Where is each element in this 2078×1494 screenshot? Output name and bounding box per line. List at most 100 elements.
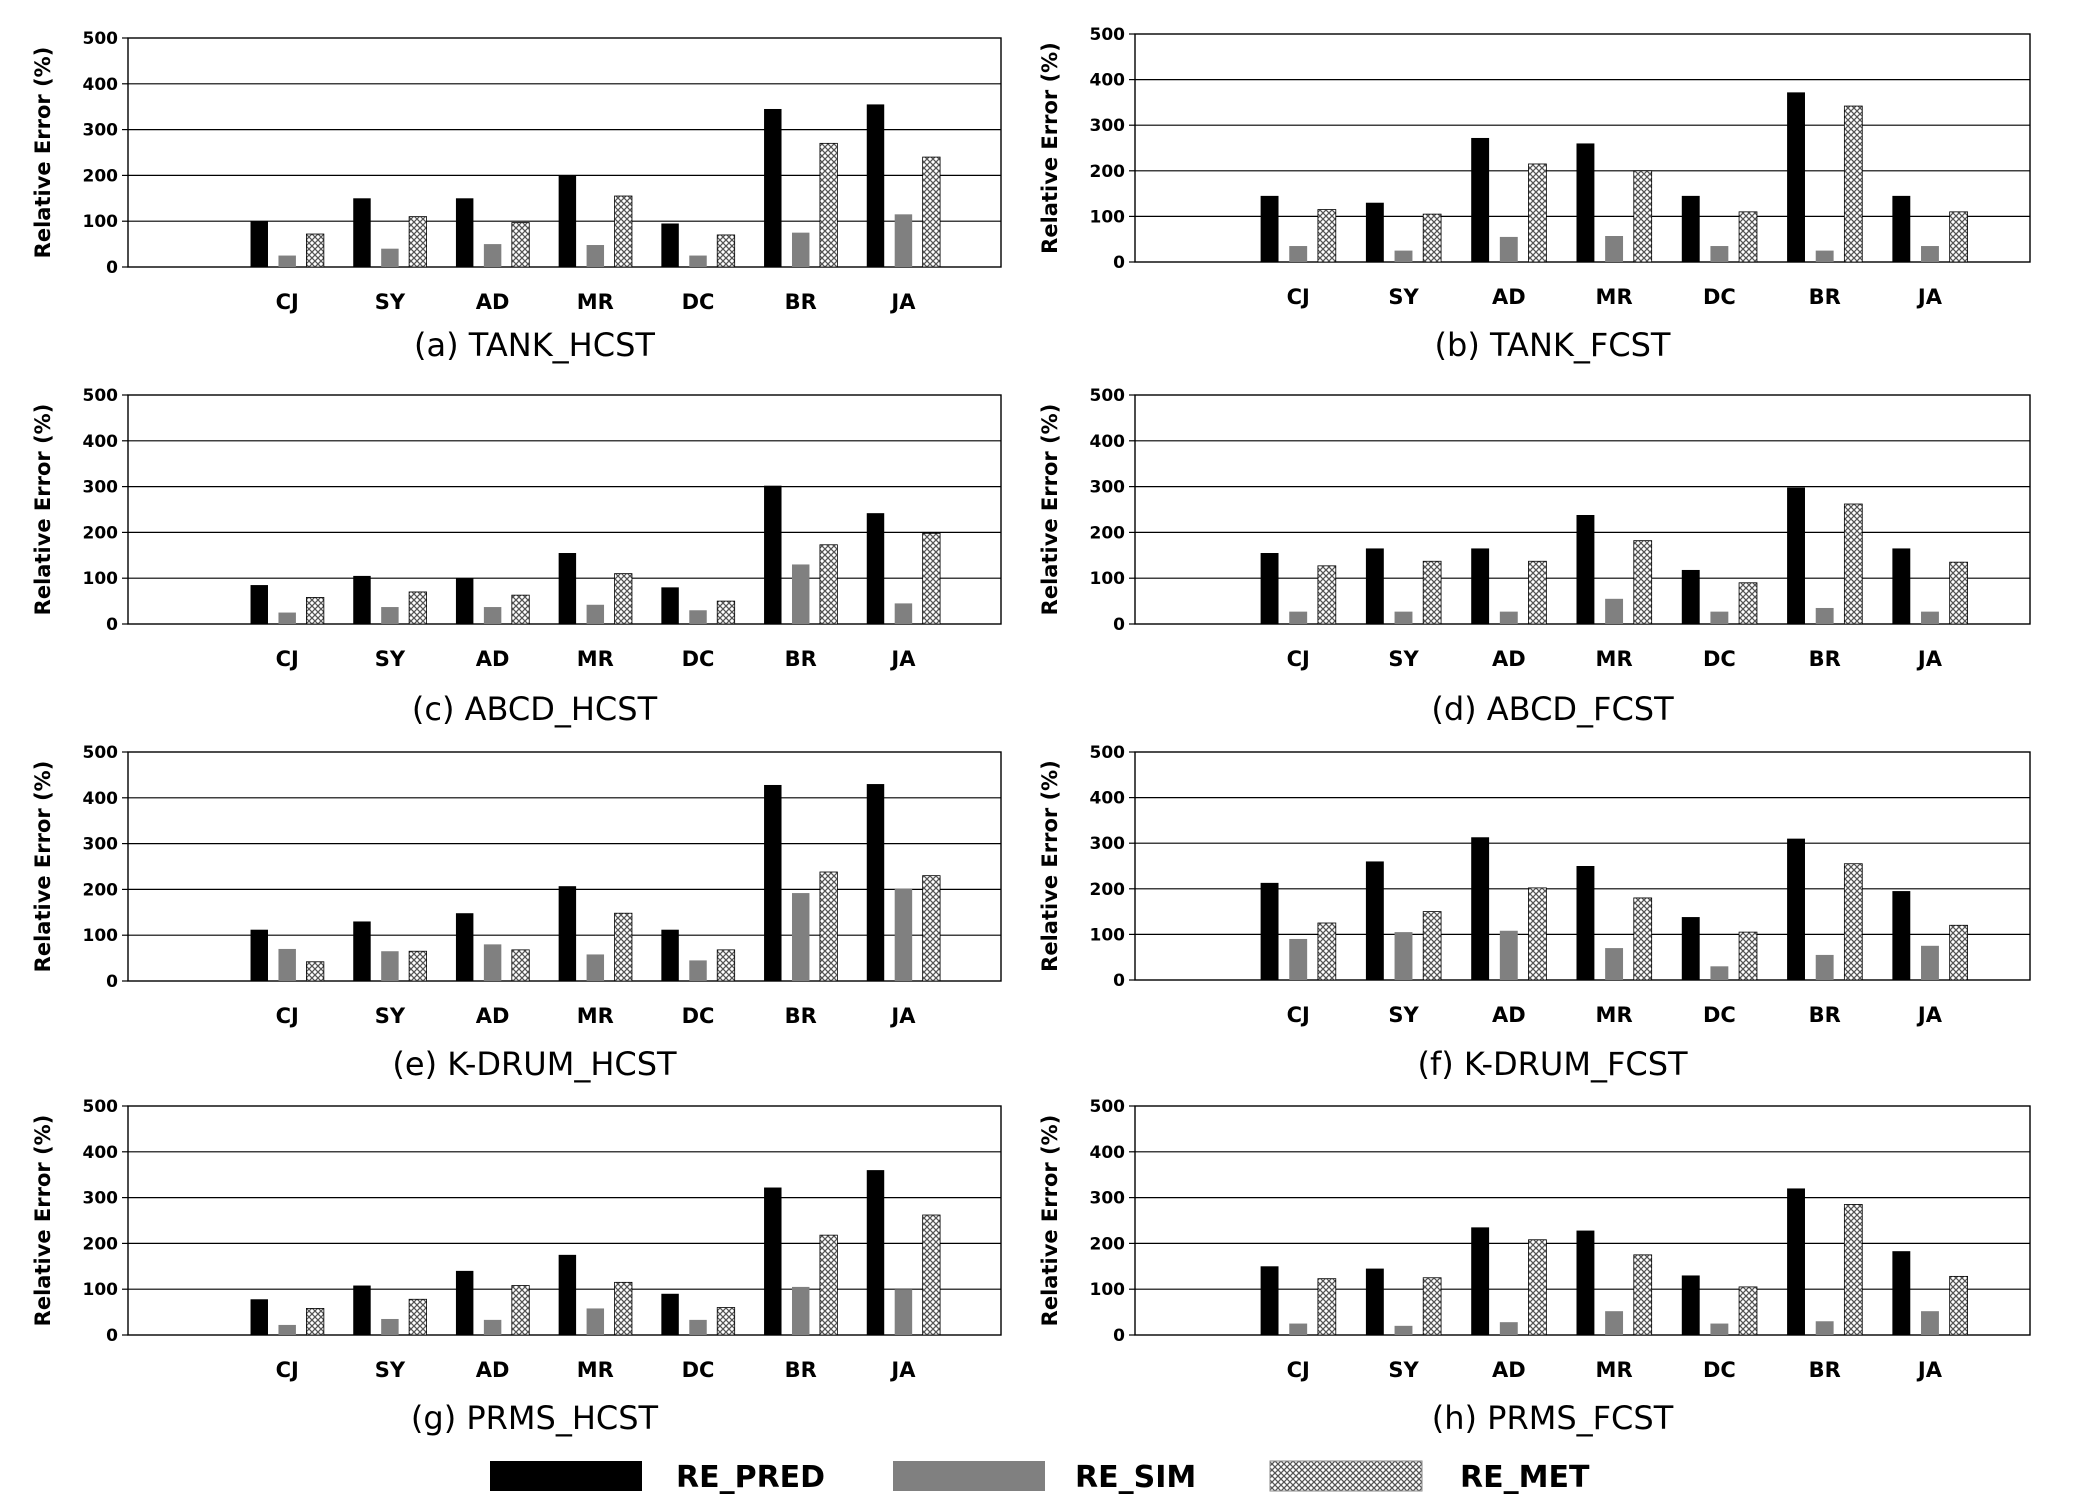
bar-re-pred <box>1260 195 1279 262</box>
bar-re-pred <box>866 1170 885 1335</box>
bar-re-pred <box>1260 553 1279 624</box>
bar-re-met <box>716 234 736 268</box>
x-tick-label: JA <box>1916 1003 1943 1027</box>
bar-re-pred <box>558 1254 577 1335</box>
bar-re-sim <box>1710 246 1729 262</box>
bar-re-pred <box>764 784 782 981</box>
y-axis-label: Relative Error (%) <box>1038 1115 1062 1327</box>
bar-re-sim <box>483 244 502 267</box>
bar-re-sim <box>1499 930 1518 980</box>
x-tick-label: SY <box>1388 647 1419 671</box>
x-tick-label: CJ <box>276 647 299 671</box>
legend-swatch-re-pred <box>490 1461 642 1491</box>
x-tick-label: CJ <box>276 1358 299 1382</box>
bar-re-sim <box>689 610 707 624</box>
x-tick-label: CJ <box>1287 1003 1310 1027</box>
y-tick-label: 200 <box>1090 880 1126 900</box>
chart-panel: 0 100 200 300 400 500 Relative Error (%) CJ SY AD… <box>1038 743 2031 1083</box>
bar-re-pred <box>1260 1266 1279 1335</box>
x-tick-label: CJ <box>1287 647 1310 671</box>
bar-re-met <box>1843 863 1863 981</box>
x-tick-label: SY <box>1388 1003 1419 1027</box>
x-tick-label: BR <box>785 290 817 314</box>
bar-re-pred <box>455 913 474 981</box>
y-tick-label: 500 <box>1090 25 1126 45</box>
bar-re-pred <box>455 198 474 267</box>
x-tick-label: JA <box>889 1004 916 1028</box>
bar-re-met <box>614 1281 633 1336</box>
y-tick-label: 300 <box>83 1189 119 1209</box>
bar-re-sim <box>1289 246 1308 262</box>
y-tick-label: 400 <box>83 432 119 452</box>
chart-panel: 0 100 200 300 400 500 Relative Error (%) CJ SY AD… <box>1038 25 2031 364</box>
bar-re-sim <box>586 245 605 267</box>
bar-re-met <box>306 597 325 625</box>
bar-re-pred <box>1365 1268 1384 1335</box>
chart-panel: 0 100 200 300 400 500 Relative Error (%) CJ SY AD… <box>1038 1097 2031 1437</box>
y-tick-label: 400 <box>83 75 119 95</box>
x-tick-label: CJ <box>276 290 299 314</box>
x-tick-label: AD <box>1492 285 1526 309</box>
y-tick-label: 400 <box>83 789 119 809</box>
bar-re-pred <box>1576 514 1595 624</box>
y-tick-label: 100 <box>1090 925 1126 945</box>
bar-re-pred <box>661 587 679 624</box>
x-tick-label: MR <box>1596 647 1633 671</box>
bar-re-met <box>1843 1204 1863 1336</box>
bar-re-pred <box>353 575 371 624</box>
bar-re-sim <box>586 1308 605 1335</box>
x-tick-label: SY <box>1388 1358 1419 1382</box>
y-tick-label: 500 <box>83 1097 119 1117</box>
bar-re-sim <box>1499 236 1518 262</box>
bar-re-met <box>1422 911 1442 981</box>
bar-re-met <box>1528 163 1547 263</box>
bar-re-sim <box>1815 1321 1834 1335</box>
bar-re-met <box>1843 503 1863 625</box>
bar-re-pred <box>866 784 885 981</box>
bar-re-pred <box>1471 1227 1490 1335</box>
bar-re-met <box>1528 1239 1547 1336</box>
y-tick-label: 0 <box>106 1326 118 1346</box>
x-tick-label: DC <box>1703 1003 1736 1027</box>
bar-re-sim <box>1921 945 1939 980</box>
legend-label-re-pred: RE_PRED <box>676 1460 825 1494</box>
x-tick-label: AD <box>1492 647 1526 671</box>
bar-re-met <box>1949 924 1968 981</box>
bar-re-met <box>306 1308 325 1336</box>
bar-re-sim <box>1289 938 1308 980</box>
chart-panel: 0 100 200 300 400 500 Relative Error (%) CJ SY AD… <box>1038 386 2031 728</box>
bar-re-pred <box>1576 866 1595 980</box>
y-tick-label: 200 <box>83 1234 119 1254</box>
bar-re-sim <box>278 612 296 624</box>
x-tick-label: DC <box>1703 1358 1736 1382</box>
bar-re-met <box>1949 211 1968 263</box>
x-tick-label: DC <box>682 1004 715 1028</box>
bar-re-met <box>614 912 633 982</box>
bar-re-sim <box>1499 611 1518 624</box>
bar-re-met <box>1528 560 1547 625</box>
chart-title: (h) PRMS_FCST <box>1432 1399 1674 1437</box>
y-tick-label: 500 <box>83 386 119 406</box>
x-tick-label: BR <box>1809 647 1841 671</box>
bar-re-sim <box>1605 598 1624 624</box>
bar-re-sim <box>1289 1323 1308 1335</box>
bar-re-pred <box>1681 195 1700 262</box>
bar-re-met <box>1422 1277 1442 1336</box>
bar-re-sim <box>586 604 605 624</box>
bar-re-pred <box>1260 882 1279 980</box>
bar-re-met <box>511 594 530 625</box>
bar-re-pred <box>250 929 268 981</box>
bar-re-pred <box>866 513 885 624</box>
chart-title: (b) TANK_FCST <box>1435 326 1671 364</box>
chart-title: (e) K-DRUM_HCST <box>392 1045 677 1083</box>
x-tick-label: SY <box>375 1358 406 1382</box>
bar-re-pred <box>250 585 268 624</box>
legend: RE_PRED RE_SIM RE_MET <box>490 1460 1590 1494</box>
y-tick-label: 100 <box>83 926 119 946</box>
legend-label-re-sim: RE_SIM <box>1075 1460 1196 1494</box>
legend-label-re-met: RE_MET <box>1460 1460 1590 1494</box>
y-tick-label: 200 <box>83 523 119 543</box>
x-tick-label: AD <box>476 1004 510 1028</box>
bar-re-sim <box>381 607 399 624</box>
